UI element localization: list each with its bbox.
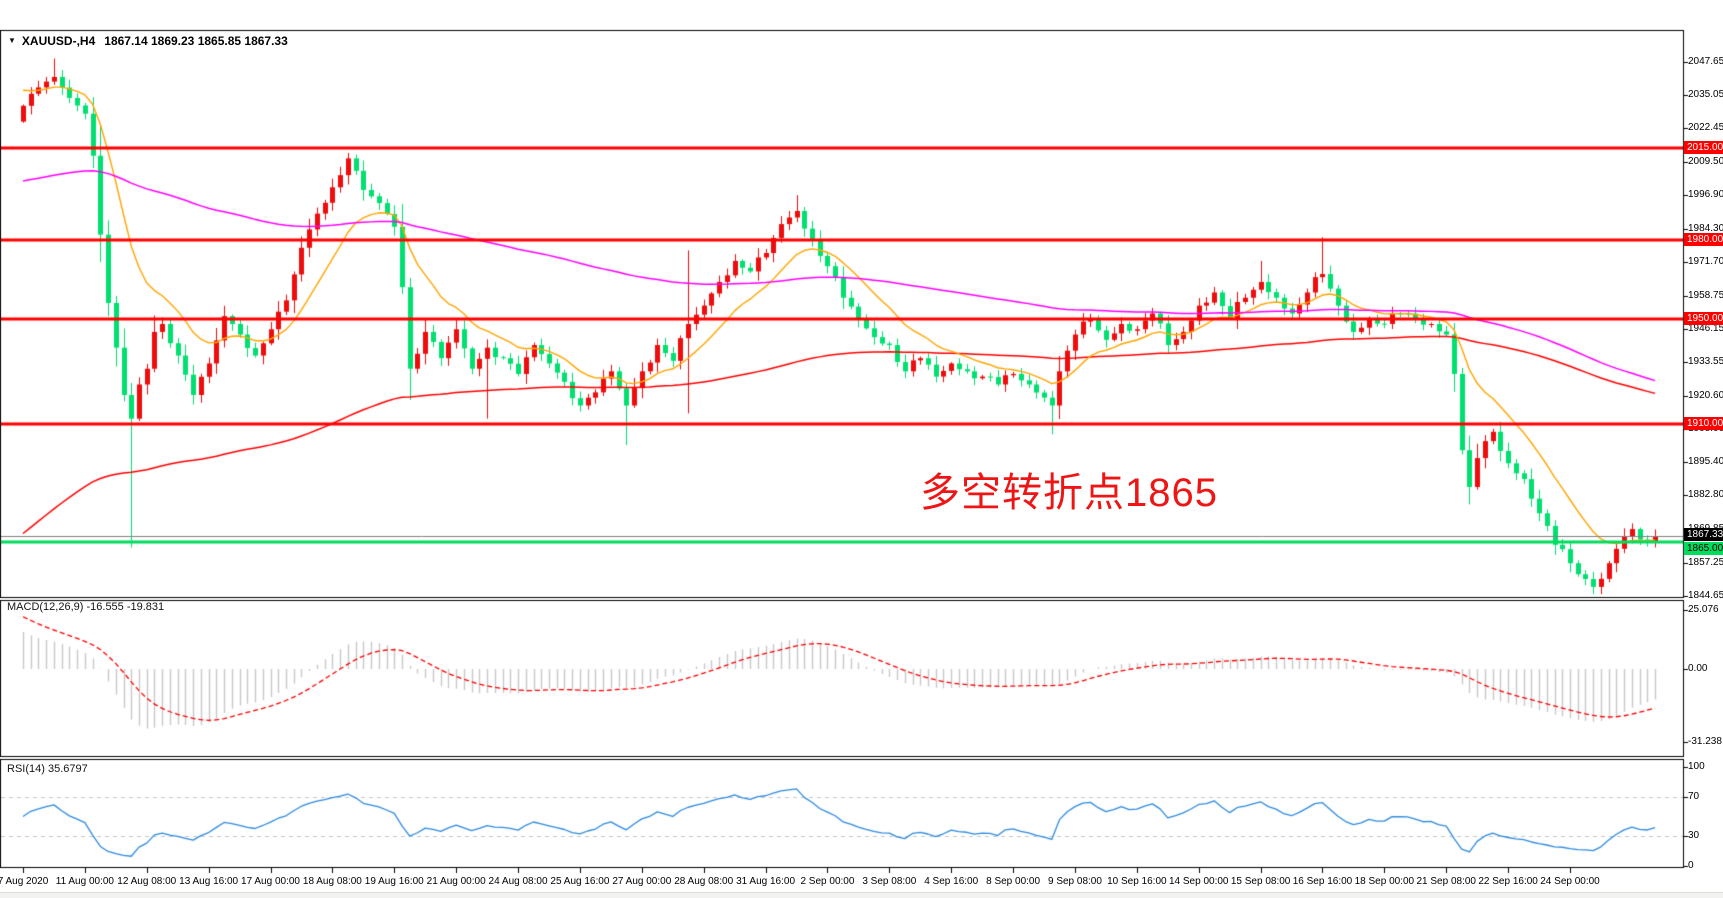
price-tick-label: 1895.40: [1688, 456, 1723, 468]
macd-name: MACD(12,26,9): [7, 601, 84, 613]
price-tick-label: 1857.25: [1688, 556, 1723, 568]
macd-scale-label: -31.238: [1688, 736, 1722, 747]
price-level-label: 1865.00: [1684, 541, 1723, 555]
time-label: 22 Sep 16:00: [1478, 876, 1538, 887]
time-label: 18 Aug 08:00: [302, 876, 362, 887]
time-label: 19 Aug 16:00: [364, 876, 424, 887]
rsi-scale-label: 30: [1688, 830, 1700, 842]
chart-annotation-text[interactable]: 多空转折点1865: [920, 471, 1218, 515]
time-label: 27 Aug 00:00: [612, 876, 672, 887]
time-label: 10 Sep 16:00: [1107, 876, 1167, 887]
time-label: 12 Aug 08:00: [117, 876, 177, 887]
rsi-scale-label: 0: [1688, 860, 1694, 871]
time-label: 28 Aug 08:00: [674, 876, 734, 887]
price-tick-label: 2009.50: [1688, 156, 1723, 168]
rsi-name: RSI(14): [7, 763, 45, 775]
price-tick-label: 1996.90: [1688, 189, 1723, 201]
price-level-label: 1950.00: [1684, 312, 1723, 326]
time-label: 3 Sep 08:00: [862, 876, 917, 887]
macd-scale-label: 0.00: [1688, 663, 1708, 674]
price-tick-label: 1920.60: [1688, 390, 1723, 402]
macd-label: MACD(12,26,9) -16.555 -19.831: [7, 601, 164, 613]
price-level-label: 1910.00: [1684, 417, 1723, 431]
time-label: 24 Aug 08:00: [488, 876, 548, 887]
price-tick-label: 1933.55: [1688, 355, 1723, 367]
time-label: 17 Aug 00:00: [241, 876, 300, 887]
price-level-label: 1980.00: [1684, 233, 1723, 247]
time-label: 7 Aug 2020: [0, 876, 49, 887]
time-label: 21 Aug 00:00: [426, 876, 486, 887]
rsi-scale-label: 70: [1688, 790, 1700, 802]
macd-values: -16.555 -19.831: [86, 601, 165, 613]
time-label: 16 Sep 16:00: [1292, 876, 1353, 887]
price-tick-label: 1958.75: [1688, 289, 1723, 301]
time-label: 4 Sep 16:00: [924, 876, 979, 887]
price-tick-label: 1946.15: [1688, 322, 1723, 334]
time-label: 2 Sep 00:00: [800, 876, 855, 887]
price-tick-label: 1882.80: [1688, 489, 1723, 501]
chart-header: ▼ XAUUSD-,H4 1867.14 1869.23 1865.85 1867.…: [8, 34, 288, 48]
price-level-label: 2015.00: [1684, 141, 1723, 155]
symbol-dropdown-icon[interactable]: ▼: [8, 36, 16, 45]
rsi-scale-label: 100: [1688, 761, 1705, 772]
price-tick-label: 1984.30: [1688, 222, 1723, 234]
price-tick-label: 1971.70: [1688, 255, 1723, 267]
price-tick-label: 2047.65: [1688, 56, 1723, 68]
price-tick-label: 2022.45: [1688, 122, 1723, 134]
window-bottom-strip: [0, 892, 1723, 898]
time-label: 18 Sep 00:00: [1354, 876, 1415, 887]
rsi-value: 35.6797: [47, 763, 88, 775]
price-level-label: 1867.33: [1684, 527, 1723, 541]
time-label: 14 Sep 00:00: [1168, 876, 1229, 887]
price-tick-label: 2035.05: [1688, 89, 1723, 101]
time-label: 25 Aug 16:00: [550, 876, 610, 887]
time-label: 11 Aug 00:00: [55, 876, 114, 887]
chart-ohlc-values: 1867.14 1869.23 1865.85 1867.33: [104, 34, 288, 48]
price-tick-label: 1844.65: [1688, 589, 1723, 601]
time-label: 31 Aug 16:00: [736, 876, 796, 887]
macd-scale-label: 25.076: [1688, 604, 1719, 616]
time-label: 21 Sep 08:00: [1416, 876, 1476, 887]
rsi-label: RSI(14) 35.6797: [7, 763, 88, 775]
chart-title: XAUUSD-,H4: [21, 34, 96, 48]
time-label: 13 Aug 16:00: [179, 876, 239, 887]
time-label: 24 Sep 00:00: [1540, 876, 1600, 887]
time-label: 8 Sep 00:00: [986, 876, 1041, 887]
time-label: 15 Sep 08:00: [1230, 876, 1291, 887]
time-label: 9 Sep 08:00: [1047, 876, 1102, 887]
